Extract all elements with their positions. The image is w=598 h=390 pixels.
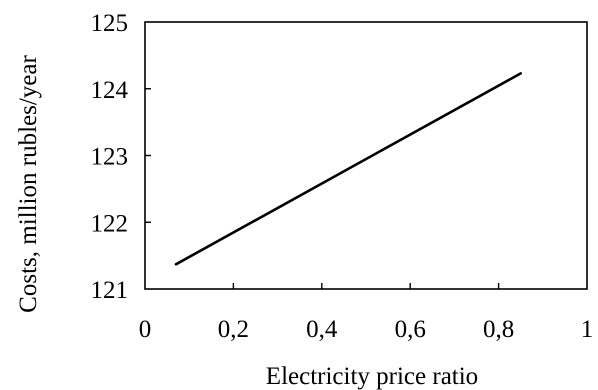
x-tick-label: 0 (139, 316, 152, 343)
y-axis-tick-labels: 121 122 123 124 125 (91, 10, 129, 304)
series-layer (174, 72, 523, 266)
x-axis-title: Electricity price ratio (266, 363, 478, 390)
y-axis-title: Costs, million rubles/year (15, 55, 42, 313)
y-tick-label: 125 (91, 10, 129, 37)
y-tick-label: 123 (91, 144, 129, 171)
series-line (174, 72, 523, 266)
y-tick-label: 124 (91, 77, 129, 104)
y-axis-ticks (145, 88, 151, 223)
x-tick-label: 0,6 (395, 316, 426, 343)
y-tick-label: 122 (91, 210, 129, 237)
x-tick-label: 1 (581, 316, 594, 343)
x-tick-label: 0,2 (218, 316, 249, 343)
x-axis-tick-labels: 0 0,2 0,4 0,6 0,8 1 (139, 316, 594, 343)
x-axis-ticks (232, 283, 500, 289)
plot-frame (144, 21, 588, 290)
y-tick-label: 121 (91, 277, 129, 304)
x-tick-label: 0,8 (483, 316, 514, 343)
x-tick-label: 0,4 (306, 316, 338, 343)
